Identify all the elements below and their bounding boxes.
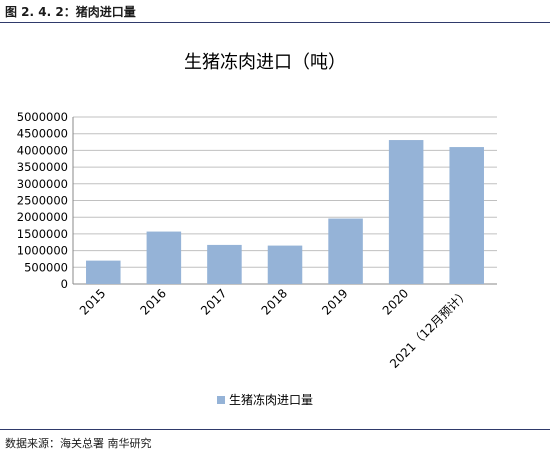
figure-label: 图 2. 4. 2：猪肉进口量 <box>5 5 136 19</box>
x-tick-label: 2015 <box>77 286 108 317</box>
y-tick-label: 2500000 <box>17 194 68 208</box>
bar-2017 <box>207 244 242 284</box>
top-rule <box>0 22 550 23</box>
bar-2016 <box>146 231 182 284</box>
gridlines <box>72 116 497 285</box>
y-tick-label: 1000000 <box>17 244 68 258</box>
bar-2018 <box>267 245 303 284</box>
y-tick-label: 4500000 <box>17 127 68 141</box>
y-tick-label: 5000000 <box>17 110 68 124</box>
y-tick-label: 2000000 <box>17 210 68 224</box>
y-tick-label: 4000000 <box>17 143 68 157</box>
x-tick-label: 2016 <box>137 286 168 317</box>
x-tick-label: 2020 <box>380 286 411 317</box>
bottom-rule <box>0 429 550 430</box>
y-tick-label: 0 <box>61 277 68 291</box>
x-tick-label: 2017 <box>198 286 229 317</box>
source-note: 数据来源：海关总署 南华研究 <box>5 437 152 450</box>
y-tick-label: 3000000 <box>17 177 68 191</box>
bar-2021（12月预计） <box>449 147 484 284</box>
y-tick-label: 1500000 <box>17 227 68 241</box>
bar-2019 <box>328 218 363 284</box>
bar-chart: 生猪冻肉进口（吨） 0 500000 1000000 1500000 2000000 25… <box>17 52 497 407</box>
bar-2015 <box>86 260 121 284</box>
chart-title: 生猪冻肉进口（吨） <box>184 52 346 73</box>
y-axis-tick-labels: 0 500000 1000000 1500000 2000000 2500000 30000… <box>17 110 68 291</box>
legend: 生猪冻肉进口量 <box>217 392 313 407</box>
bar-2020 <box>388 140 424 284</box>
legend-label: 生猪冻肉进口量 <box>229 392 313 407</box>
y-tick-label: 3500000 <box>17 160 68 174</box>
x-tick-label: 2019 <box>319 286 350 317</box>
x-tick-label: 2018 <box>259 286 290 317</box>
bars <box>86 140 484 284</box>
y-tick-label: 500000 <box>24 260 68 274</box>
legend-swatch <box>217 396 225 404</box>
